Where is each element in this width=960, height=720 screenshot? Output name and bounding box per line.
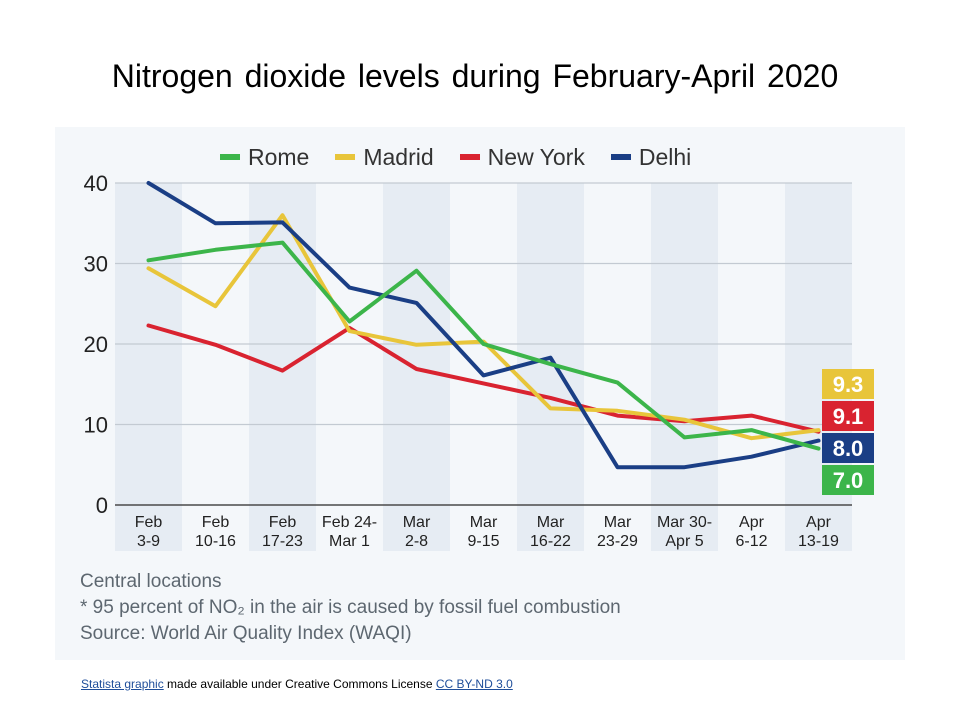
license-line: Statista graphic made available under Cr… <box>81 677 513 691</box>
legend-item-new-york: New York <box>459 143 585 171</box>
legend-item-rome: Rome <box>220 144 309 171</box>
x-tick-label: 13-19 <box>798 533 839 550</box>
x-tick-label: Feb 24- <box>322 514 377 531</box>
x-tick-label: 16-22 <box>530 533 571 550</box>
end-value-label-delhi: 8.0 <box>833 436 864 461</box>
note-fossil-fuel: * 95 percent of NO₂ in the air is caused… <box>80 597 621 618</box>
end-value-label-rome: 7.0 <box>833 468 864 493</box>
legend-swatch <box>459 154 480 160</box>
y-tick-label: 20 <box>84 332 108 357</box>
legend-label: Delhi <box>638 143 692 170</box>
end-value-box-madrid <box>822 369 874 399</box>
x-tick-label: 3-9 <box>137 533 160 550</box>
end-value-label-new-york: 9.1 <box>833 404 864 429</box>
legend-item-delhi: Delhi <box>610 143 692 171</box>
column-band <box>517 183 584 551</box>
legend-label: Rome <box>248 143 310 170</box>
x-tick-label: Mar <box>403 514 431 531</box>
chart-legend: Rome Madrid New York Delhi <box>220 143 717 171</box>
x-tick-label: Mar 1 <box>329 533 370 550</box>
note-locations: Central locations <box>80 571 222 592</box>
cc-license-link[interactable]: CC BY-ND 3.0 <box>435 677 513 691</box>
column-band <box>249 183 316 551</box>
y-tick-label: 10 <box>84 413 108 438</box>
x-tick-label: 23-29 <box>597 533 638 550</box>
legend-label: New York <box>487 143 585 170</box>
x-tick-label: Mar <box>537 514 565 531</box>
note-source: Source: World Air Quality Index (WAQI) <box>80 623 412 644</box>
x-tick-label: 6-12 <box>735 533 767 550</box>
legend-swatch <box>610 154 631 160</box>
x-tick-label: 17-23 <box>262 533 303 550</box>
x-tick-label: Mar <box>470 514 498 531</box>
column-band <box>115 183 182 551</box>
statista-graphic-link[interactable]: Statista graphic <box>81 677 164 691</box>
x-tick-label: Apr 5 <box>665 533 703 550</box>
x-tick-label: Mar <box>604 514 632 531</box>
chart-panel <box>55 127 905 660</box>
y-tick-label: 40 <box>84 171 108 196</box>
y-tick-label: 0 <box>96 493 108 518</box>
license-text: made available under Creative Commons Li… <box>163 677 436 691</box>
end-value-box-delhi <box>822 433 874 463</box>
legend-item-madrid: Madrid <box>335 143 434 171</box>
chart-notes: Central locations * 95 percent of NO₂ in… <box>80 569 621 647</box>
x-tick-label: 10-16 <box>195 533 236 550</box>
end-value-box-rome <box>822 465 874 495</box>
column-band <box>651 183 718 551</box>
x-tick-label: Feb <box>135 514 163 531</box>
x-tick-label: 2-8 <box>405 533 428 550</box>
x-tick-label: 9-15 <box>467 533 499 550</box>
y-tick-label: 30 <box>84 252 108 277</box>
legend-label: Madrid <box>363 143 434 170</box>
x-tick-label: Apr <box>806 514 832 531</box>
series-line-delhi <box>146 181 821 470</box>
end-value-label-madrid: 9.3 <box>833 372 864 397</box>
slide-title: Nitrogen dioxide levels during February-… <box>111 58 839 94</box>
x-tick-label: Apr <box>739 514 765 531</box>
legend-swatch <box>335 154 356 160</box>
x-tick-label: Feb <box>202 514 230 531</box>
x-tick-label: Feb <box>269 514 297 531</box>
x-tick-label: Mar 30- <box>657 514 712 531</box>
series-line-rome <box>146 240 821 451</box>
series-line-new-york <box>146 323 821 434</box>
end-value-box-new-york <box>822 401 874 431</box>
column-band <box>785 183 852 551</box>
legend-swatch <box>220 154 240 160</box>
